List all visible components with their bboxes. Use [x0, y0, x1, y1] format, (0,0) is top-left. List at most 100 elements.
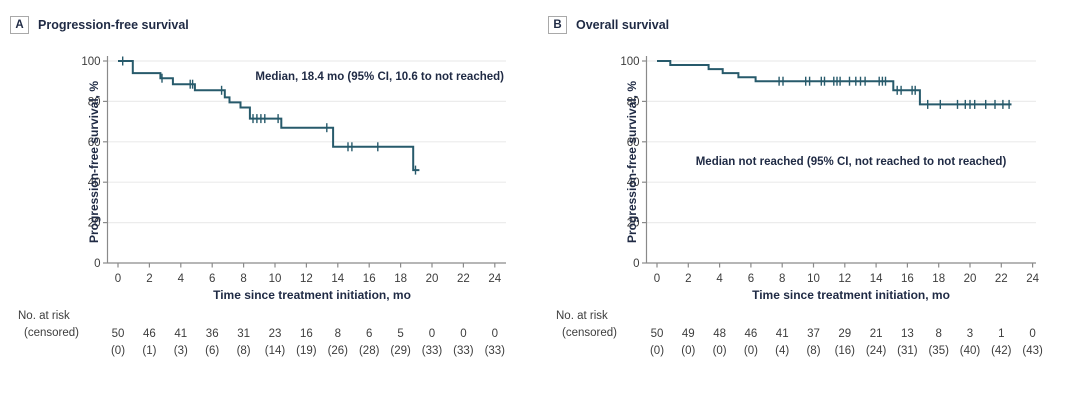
x-tick-label: 14: [870, 273, 883, 285]
panel-a-median-annotation: Median, 18.4 mo (95% CI, 10.6 to not rea…: [255, 71, 504, 83]
risk-count: 50: [112, 328, 125, 340]
risk-censored-count: (0): [111, 345, 125, 357]
x-tick-label: 0: [115, 273, 121, 285]
x-tick-label: 18: [932, 273, 945, 285]
risk-censored-count: (43): [1022, 345, 1043, 357]
risk-censored-count: (3): [174, 345, 188, 357]
risk-count: 29: [838, 328, 851, 340]
y-tick-label: 40: [627, 177, 640, 189]
risk-count: 16: [300, 328, 313, 340]
y-tick-label: 20: [88, 218, 101, 230]
risk-count: 46: [745, 328, 758, 340]
panel-b-title: Overall survival: [576, 18, 670, 32]
x-tick-label: 24: [1026, 273, 1039, 285]
x-tick-label: 16: [363, 273, 376, 285]
x-tick-label: 4: [716, 273, 723, 285]
panel-a-y-axis-title: Progression-free survival, %: [87, 80, 101, 244]
risk-censored-count: (33): [485, 345, 506, 357]
y-tick-label: 0: [633, 258, 639, 270]
risk-count: 48: [713, 328, 726, 340]
panel-b-letter-badge: B: [548, 16, 567, 34]
panel-a-censored-label: (censored): [24, 327, 79, 339]
risk-censored-count: (14): [265, 345, 286, 357]
risk-count: 5: [397, 328, 403, 340]
risk-censored-count: (4): [775, 345, 789, 357]
risk-censored-count: (0): [650, 345, 664, 357]
x-tick-label: 12: [300, 273, 313, 285]
risk-censored-count: (0): [713, 345, 727, 357]
risk-censored-count: (8): [806, 345, 820, 357]
y-tick-label: 80: [88, 96, 101, 108]
y-tick-label: 40: [88, 177, 101, 189]
panel-a-title: Progression-free survival: [38, 18, 189, 32]
x-tick-label: 2: [685, 273, 691, 285]
x-tick-label: 0: [654, 273, 660, 285]
y-tick-label: 0: [94, 258, 100, 270]
risk-count: 21: [870, 328, 883, 340]
x-tick-label: 8: [779, 273, 785, 285]
risk-censored-count: (35): [928, 345, 949, 357]
risk-censored-count: (26): [328, 345, 349, 357]
x-tick-label: 22: [457, 273, 470, 285]
panel-b-y-axis-title: Progression-free survival, %: [625, 80, 639, 244]
risk-count: 23: [269, 328, 282, 340]
risk-count: 49: [682, 328, 695, 340]
panel-b-header: B Overall survival: [548, 15, 669, 35]
km-curve: [118, 60, 420, 172]
risk-censored-count: (31): [897, 345, 918, 357]
risk-censored-count: (24): [866, 345, 887, 357]
panel-a-x-axis-title: Time since treatment initiation, mo: [213, 288, 411, 302]
panel-a-risk-label: No. at risk: [18, 310, 70, 322]
y-tick-label: 80: [627, 96, 640, 108]
risk-censored-count: (8): [237, 345, 251, 357]
risk-count: 8: [935, 328, 941, 340]
panel-a-header: A Progression-free survival: [10, 15, 189, 35]
y-tick-label: 60: [627, 137, 640, 149]
risk-count: 50: [651, 328, 664, 340]
x-tick-label: 4: [178, 273, 185, 285]
y-tick-label: 60: [88, 137, 101, 149]
risk-count: 0: [460, 328, 466, 340]
x-tick-label: 6: [209, 273, 215, 285]
risk-count: 8: [335, 328, 341, 340]
risk-censored-count: (0): [681, 345, 695, 357]
risk-censored-count: (29): [390, 345, 411, 357]
risk-count: 37: [807, 328, 820, 340]
risk-count: 0: [1029, 328, 1035, 340]
risk-count: 31: [237, 328, 250, 340]
risk-count: 46: [143, 328, 156, 340]
risk-censored-count: (19): [296, 345, 317, 357]
risk-censored-count: (1): [142, 345, 156, 357]
risk-censored-count: (0): [744, 345, 758, 357]
risk-count: 1: [998, 328, 1004, 340]
panel-b-censored-label: (censored): [562, 327, 617, 339]
risk-count: 13: [901, 328, 914, 340]
risk-censored-count: (28): [359, 345, 380, 357]
risk-count: 0: [492, 328, 498, 340]
x-tick-label: 10: [807, 273, 820, 285]
risk-censored-count: (16): [835, 345, 856, 357]
x-tick-label: 10: [269, 273, 282, 285]
x-tick-label: 14: [331, 273, 344, 285]
risk-censored-count: (40): [960, 345, 981, 357]
panel-a-letter-badge: A: [10, 16, 29, 34]
risk-censored-count: (33): [453, 345, 474, 357]
risk-censored-count: (6): [205, 345, 219, 357]
risk-count: 3: [967, 328, 973, 340]
x-tick-label: 24: [488, 273, 501, 285]
risk-count: 6: [366, 328, 372, 340]
x-tick-label: 18: [394, 273, 407, 285]
x-tick-label: 6: [748, 273, 754, 285]
y-tick-label: 20: [627, 218, 640, 230]
risk-censored-count: (42): [991, 345, 1012, 357]
risk-count: 0: [429, 328, 435, 340]
x-tick-label: 2: [146, 273, 152, 285]
y-tick-label: 100: [620, 56, 639, 68]
risk-count: 41: [174, 328, 187, 340]
panel-b-risk-label: No. at risk: [556, 310, 608, 322]
x-tick-label: 16: [901, 273, 914, 285]
panel-b-x-axis-title: Time since treatment initiation, mo: [752, 288, 950, 302]
